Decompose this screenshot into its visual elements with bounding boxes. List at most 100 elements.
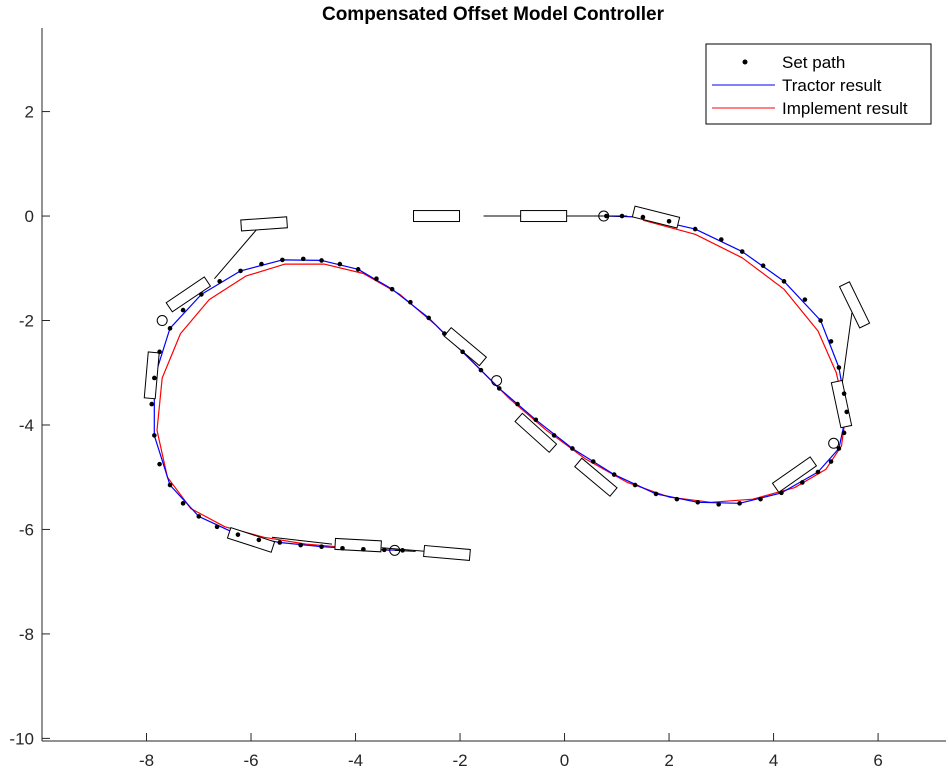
set-path-point: [737, 501, 742, 506]
vehicle-rectangle: [165, 276, 212, 313]
set-path-point: [381, 547, 387, 553]
set-path-point: [533, 417, 539, 423]
set-path-point: [836, 446, 842, 451]
set-path-point: [590, 459, 596, 464]
set-path-point: [828, 339, 834, 344]
set-path-point: [298, 542, 303, 548]
set-path-point: [374, 276, 379, 282]
set-path-point: [844, 409, 850, 415]
x-tick-label: -8: [139, 751, 154, 770]
x-tick-label: 4: [769, 751, 778, 770]
set-path-point: [355, 267, 361, 272]
set-path-point: [570, 446, 575, 451]
set-path-point: [695, 499, 701, 505]
set-path-point: [515, 401, 520, 407]
set-path-point: [841, 430, 847, 436]
hitch-marker: [491, 375, 503, 387]
set-path-point: [217, 279, 222, 284]
set-path-point: [551, 433, 557, 438]
vehicle-rectangle: [830, 379, 853, 429]
set-path-point: [815, 469, 821, 475]
set-path-point: [818, 318, 823, 323]
set-path-point: [674, 496, 680, 502]
set-path-point: [340, 545, 345, 551]
set-path-point: [802, 297, 808, 302]
hitch-marker: [828, 437, 840, 449]
set-path-point: [180, 307, 186, 313]
set-path-point: [389, 286, 395, 292]
set-path-point: [692, 226, 698, 232]
set-path-point: [800, 480, 805, 485]
tow-link: [394, 549, 416, 552]
set-path-point: [632, 482, 638, 488]
set-path-point: [619, 213, 625, 219]
set-path-point: [426, 315, 431, 321]
set-path-point: [180, 501, 186, 506]
legend-label-implement-result: Implement result: [782, 99, 908, 118]
set-path-point: [640, 214, 646, 220]
set-path-point: [235, 532, 241, 537]
x-tick-label: 6: [873, 751, 882, 770]
set-path-point: [300, 256, 306, 262]
x-tick-label: 2: [664, 751, 673, 770]
y-tick-label: 0: [25, 207, 34, 226]
set-path-point: [238, 268, 243, 274]
set-path-point: [152, 433, 157, 438]
set-path-point: [259, 261, 264, 267]
set-path-point: [199, 292, 204, 297]
y-tick-label: -10: [9, 729, 34, 748]
set-path-point: [611, 472, 617, 477]
set-path-point: [157, 461, 162, 467]
vehicle-rectangle: [334, 537, 382, 553]
y-tick-label: 2: [25, 103, 34, 122]
set-path-point: [149, 401, 155, 407]
tow-link: [214, 223, 262, 280]
vehicle-rectangle: [240, 216, 288, 232]
set-path-point: [157, 349, 162, 355]
set-path-point: [152, 375, 157, 381]
vehicle-rectangle: [574, 457, 618, 497]
set-path-point: [280, 257, 285, 263]
tow-link: [271, 536, 333, 545]
set-path-point: [167, 326, 173, 331]
set-path-point: [277, 540, 283, 545]
set-path-point: [836, 365, 842, 370]
set-path-point: [319, 258, 324, 263]
set-path-point: [719, 237, 724, 242]
plot-area: [143, 205, 871, 561]
x-tick-label: -6: [243, 751, 258, 770]
y-tick-label: -6: [19, 520, 34, 539]
legend-box: [705, 43, 932, 125]
set-path-point: [319, 544, 324, 549]
set-path-point: [779, 490, 784, 496]
set-path-point: [478, 367, 484, 373]
vehicle-rectangle: [771, 456, 818, 493]
set-path-point: [739, 249, 745, 254]
vehicle-rectangle: [143, 351, 160, 400]
y-tick-label: -4: [19, 416, 34, 435]
set-path-point: [256, 537, 262, 543]
tow-link: [840, 312, 853, 389]
set-path-point: [760, 263, 766, 268]
axes: -8 -6 -4 -2 0 2 4 6 2 0 -2 -4 -6 -8 -10: [9, 28, 946, 770]
legend-label-set-path: Set path: [782, 53, 845, 72]
set-path-point: [196, 514, 202, 519]
set-path-point: [361, 546, 366, 552]
vehicle-rectangle: [838, 281, 871, 329]
set-path-point: [167, 482, 173, 488]
vehicle-rectangle: [413, 210, 461, 223]
legend-label-tractor-result: Tractor result: [782, 76, 882, 95]
hitch-marker: [389, 544, 401, 556]
set-path-point: [442, 331, 447, 336]
set-path-point: [460, 349, 465, 355]
hitch-marker: [598, 210, 610, 222]
set-path-point: [758, 496, 763, 502]
set-path-point: [828, 459, 834, 464]
set-path-point: [716, 502, 721, 507]
set-path-point: [666, 218, 672, 224]
set-path-point: [214, 524, 220, 530]
x-tick-label: 0: [560, 751, 569, 770]
chart-title: Compensated Offset Model Controller: [322, 4, 665, 25]
